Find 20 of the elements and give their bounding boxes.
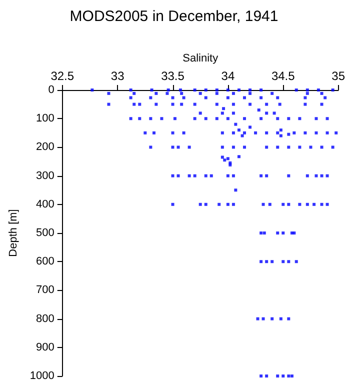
y-tick-label: 200 [36, 141, 54, 154]
y-tick-label: 800 [36, 312, 54, 325]
x-tick-label: 34 [221, 69, 235, 83]
x-tick-label: 32.5 [50, 69, 74, 83]
x-tick-label: 33 [110, 69, 125, 83]
y-tick-label: 400 [36, 198, 54, 210]
y-tick-label: 0 [48, 84, 54, 96]
y-tick-label: 100 [36, 112, 54, 125]
chart-title: MODS2005 in December, 1941 [70, 8, 278, 25]
x-tick-label: 35 [332, 69, 346, 83]
y-tick-label: 900 [36, 341, 54, 354]
y-tick-label: 300 [36, 170, 54, 182]
y-axis-title: Depth [m] [8, 209, 20, 257]
y-tick-label: 500 [36, 227, 54, 239]
x-tick-label: 34.5 [271, 69, 296, 83]
y-tick-label: 1000 [30, 370, 54, 382]
x-axis-title: Salinity [182, 52, 219, 64]
y-tick-label: 700 [36, 284, 54, 296]
x-tick-label: 33.5 [161, 69, 185, 83]
y-tick-label: 600 [36, 256, 54, 268]
